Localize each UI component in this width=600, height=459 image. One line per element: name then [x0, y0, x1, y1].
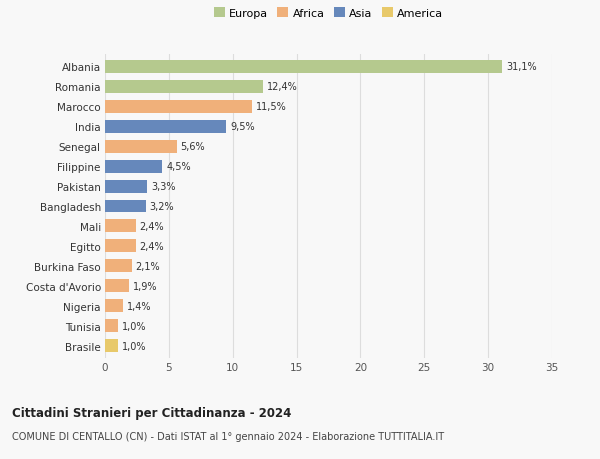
Text: 31,1%: 31,1%: [506, 62, 536, 72]
Bar: [105, 200, 146, 213]
Bar: [105, 260, 132, 273]
Bar: [105, 280, 129, 293]
Text: 1,0%: 1,0%: [122, 321, 146, 331]
Text: 3,3%: 3,3%: [151, 182, 175, 191]
Bar: [105, 240, 136, 253]
Text: Cittadini Stranieri per Cittadinanza - 2024: Cittadini Stranieri per Cittadinanza - 2…: [12, 406, 292, 419]
Text: 11,5%: 11,5%: [256, 102, 286, 112]
Text: 3,2%: 3,2%: [150, 202, 175, 212]
Text: 1,9%: 1,9%: [133, 281, 158, 291]
Bar: [105, 120, 226, 133]
Bar: [105, 140, 176, 153]
Bar: [105, 160, 163, 173]
Text: 1,4%: 1,4%: [127, 301, 151, 311]
Text: 2,4%: 2,4%: [139, 241, 164, 252]
Bar: [105, 180, 147, 193]
Text: 5,6%: 5,6%: [181, 142, 205, 152]
Bar: [105, 61, 502, 73]
Text: 2,4%: 2,4%: [139, 222, 164, 231]
Text: 1,0%: 1,0%: [122, 341, 146, 351]
Legend: Europa, Africa, Asia, America: Europa, Africa, Asia, America: [212, 6, 445, 21]
Text: 2,1%: 2,1%: [136, 261, 160, 271]
Bar: [105, 340, 118, 353]
Bar: [105, 300, 123, 313]
Text: 12,4%: 12,4%: [267, 82, 298, 92]
Bar: [105, 319, 118, 333]
Text: 4,5%: 4,5%: [166, 162, 191, 172]
Bar: [105, 101, 252, 113]
Bar: [105, 80, 263, 94]
Bar: [105, 220, 136, 233]
Text: COMUNE DI CENTALLO (CN) - Dati ISTAT al 1° gennaio 2024 - Elaborazione TUTTITALI: COMUNE DI CENTALLO (CN) - Dati ISTAT al …: [12, 431, 444, 442]
Text: 9,5%: 9,5%: [230, 122, 255, 132]
